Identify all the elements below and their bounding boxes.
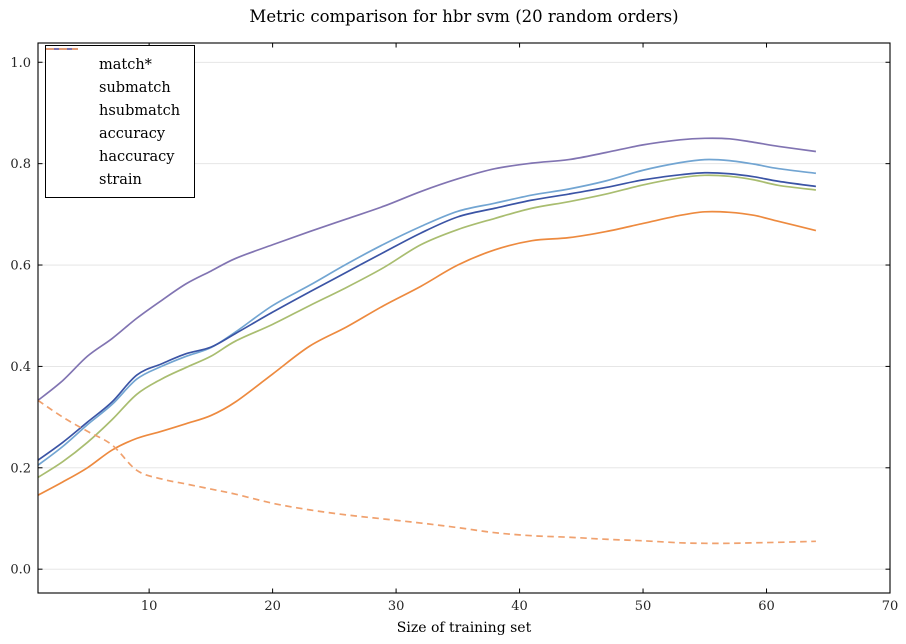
svg-text:0.4: 0.4: [10, 360, 31, 375]
svg-text:0.8: 0.8: [10, 157, 31, 172]
svg-text:0.0: 0.0: [10, 563, 31, 578]
legend-item-hsubmatch: hsubmatch: [46, 48, 184, 122]
chart-title: Metric comparison for hbr svm (20 random…: [249, 7, 679, 26]
svg-text:10: 10: [141, 599, 158, 614]
x-axis-label: Size of training set: [396, 620, 532, 636]
legend-item-submatch: submatch: [46, 48, 184, 99]
legend-label-strain: strain: [99, 171, 142, 188]
svg-text:1.0: 1.0: [10, 56, 31, 71]
svg-text:30: 30: [388, 599, 405, 614]
legend-item-accuracy: accuracy: [46, 48, 184, 145]
legend-item-haccuracy: haccuracy: [46, 48, 184, 168]
svg-text:0.2: 0.2: [10, 461, 31, 476]
legend-item-match: match*: [46, 48, 184, 76]
svg-text:0.6: 0.6: [10, 259, 31, 274]
legend-item-strain: strain: [46, 48, 184, 191]
legend-label-haccuracy: haccuracy: [99, 148, 175, 165]
svg-text:40: 40: [511, 599, 528, 614]
legend-label-hsubmatch: hsubmatch: [99, 102, 181, 119]
svg-text:60: 60: [758, 599, 775, 614]
svg-text:20: 20: [264, 599, 281, 614]
series-paths: [37, 137, 817, 545]
legend-label-accuracy: accuracy: [99, 125, 166, 142]
legend-label-match: match*: [99, 56, 152, 73]
svg-text:50: 50: [635, 599, 652, 614]
legend: match* submatch hsubmatch accuracy haccu…: [45, 45, 195, 198]
axis-ticks: [38, 43, 891, 593]
axis-tick-labels: 10 20 30 40 50 60 70 0.0 0.2 0.4 0.6 0.8 1.0: [10, 56, 898, 614]
svg-text:70: 70: [882, 599, 899, 614]
axes-frame: [37, 42, 891, 594]
legend-label-submatch: submatch: [99, 79, 171, 96]
